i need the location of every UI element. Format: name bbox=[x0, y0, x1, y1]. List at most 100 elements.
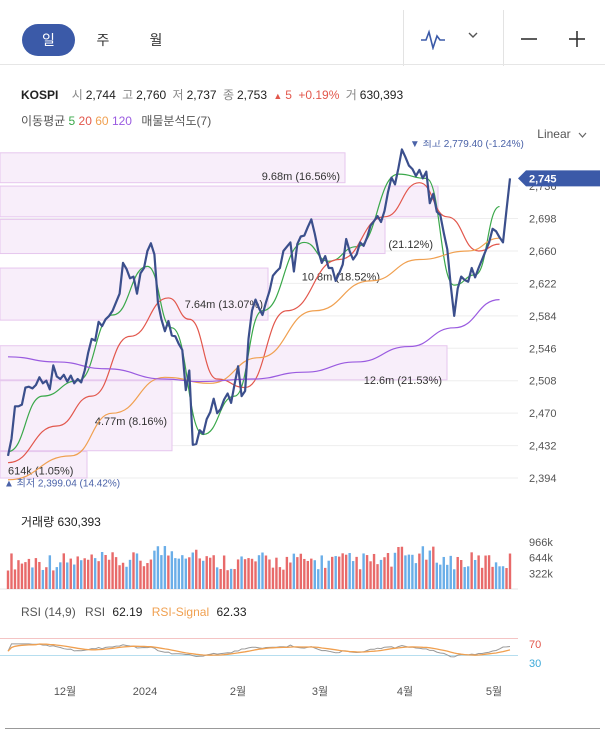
volume-bar bbox=[358, 569, 362, 589]
volume-bar bbox=[268, 559, 271, 589]
volume-bar bbox=[202, 560, 205, 589]
volume-bar bbox=[421, 546, 425, 589]
time-axis: 12월 2024 2월 3월 4월 5월 bbox=[54, 685, 502, 698]
volume-tick-label: 322k bbox=[529, 568, 553, 580]
change-value: 5 bbox=[285, 88, 292, 102]
volume-bar bbox=[38, 561, 41, 589]
timeframe-toolbar: 일 주 월 bbox=[0, 0, 605, 78]
volume-label: 거 bbox=[345, 88, 357, 102]
y-tick-label: 2,698 bbox=[529, 214, 557, 226]
volume-bar bbox=[73, 564, 76, 589]
volume-profile-bar bbox=[0, 218, 386, 255]
volume-bar bbox=[372, 553, 376, 589]
volume-bar bbox=[132, 552, 135, 589]
volume-bar bbox=[226, 570, 229, 589]
volume-bar bbox=[17, 560, 20, 589]
volume-profile-label: 4.77m (8.16%) bbox=[95, 416, 167, 428]
volume-axis: 966k 644k 322k bbox=[529, 537, 553, 580]
volume-bar bbox=[59, 562, 62, 589]
indicator-legend: 이동평균 5 20 60 120 매물분석도(7) bbox=[21, 112, 211, 129]
volume-bar bbox=[121, 562, 125, 589]
current-price-badge: 2,745 bbox=[518, 170, 600, 187]
volume-bar bbox=[498, 566, 501, 589]
change-percent: +0.19% bbox=[298, 88, 340, 102]
y-tick-label: 2,584 bbox=[529, 311, 557, 323]
volume-bar bbox=[100, 551, 104, 589]
volume-bar bbox=[83, 558, 86, 589]
volume-bar bbox=[27, 558, 31, 589]
volume-bar bbox=[153, 550, 156, 589]
volume-bar bbox=[86, 559, 90, 589]
volume-bar bbox=[379, 559, 383, 589]
volume-bar bbox=[250, 558, 254, 589]
volume-bar bbox=[362, 553, 365, 589]
current-price-bg bbox=[518, 170, 600, 187]
volume-bar bbox=[275, 557, 278, 589]
volume-bar bbox=[142, 566, 146, 589]
volume-bar bbox=[487, 555, 491, 589]
bottom-separator bbox=[5, 728, 600, 729]
plus-icon[interactable] bbox=[568, 30, 586, 48]
toolbar-divider bbox=[403, 10, 404, 66]
volume-bar bbox=[247, 558, 250, 589]
volume-bar bbox=[355, 556, 358, 589]
volume-profile-label: 12.6m (21.53%) bbox=[364, 375, 442, 387]
line-chart-icon[interactable] bbox=[420, 28, 446, 50]
scale-mode-label: Linear bbox=[537, 127, 571, 141]
volume-bar bbox=[31, 567, 34, 589]
volume-bar bbox=[348, 553, 351, 589]
volume-bar bbox=[365, 555, 369, 589]
volume-bar bbox=[306, 560, 310, 589]
price-chart[interactable]: 9.68m (16.56%)12.4m (21.12%)10.8m (18.52… bbox=[0, 140, 605, 500]
volume-bar bbox=[20, 563, 24, 589]
volume-bar bbox=[369, 561, 372, 589]
volume-bar bbox=[397, 547, 400, 589]
volume-bar bbox=[501, 566, 505, 589]
volume-tick-label: 966k bbox=[529, 537, 553, 549]
volume-bar bbox=[125, 566, 128, 589]
y-tick-label: 2,508 bbox=[529, 376, 557, 388]
volume-profile-label: 매물분석도(7) bbox=[141, 114, 212, 128]
volume-bar bbox=[264, 555, 268, 589]
volume-bar bbox=[459, 560, 463, 589]
volume-bar bbox=[215, 567, 219, 589]
minus-icon[interactable] bbox=[520, 30, 538, 48]
y-tick-label: 2,546 bbox=[529, 343, 557, 355]
scale-mode-selector[interactable]: Linear bbox=[537, 127, 587, 141]
volume-bar bbox=[292, 553, 296, 589]
volume-bar bbox=[243, 559, 247, 589]
rsi-chart[interactable]: RSI (14,9) RSI 62.19 RSI-Signal 62.33 70… bbox=[0, 598, 605, 680]
volume-bar bbox=[34, 558, 38, 589]
volume-panel-label: 거래량 630,393 bbox=[21, 515, 101, 529]
volume-bar bbox=[271, 567, 275, 589]
volume-bar bbox=[470, 552, 473, 589]
x-tick-label: 4월 bbox=[397, 685, 413, 698]
open-value: 2,744 bbox=[85, 88, 116, 102]
high-label: 고 bbox=[122, 88, 134, 102]
volume-bar bbox=[107, 559, 111, 589]
up-arrow-icon: ▲ bbox=[273, 91, 283, 101]
volume-bar bbox=[13, 569, 17, 589]
volume-bar bbox=[439, 564, 442, 589]
volume-profile-label: 7.64m (13.07%) bbox=[185, 299, 263, 311]
chevron-down-icon[interactable] bbox=[468, 31, 478, 39]
volume-bar bbox=[191, 552, 194, 589]
tab-weekly[interactable]: 주 bbox=[96, 32, 110, 48]
tab-monthly[interactable]: 월 bbox=[149, 32, 163, 48]
volume-bar bbox=[341, 553, 344, 589]
volume-bar bbox=[170, 551, 174, 589]
tab-daily[interactable]: 일 bbox=[22, 24, 75, 56]
volume-bar bbox=[55, 567, 59, 589]
index-name: KOSPI bbox=[21, 88, 59, 102]
volume-bar bbox=[135, 553, 139, 589]
volume-bar bbox=[69, 558, 72, 589]
ma-60-label: 60 bbox=[95, 114, 109, 128]
volume-bar bbox=[477, 555, 480, 589]
volume-bar bbox=[425, 559, 428, 589]
ma-120-line bbox=[7, 299, 500, 383]
volume-bar bbox=[111, 552, 114, 589]
volume-chart[interactable]: 거래량 630,393 966k 644k 322k bbox=[0, 505, 605, 595]
volume-bar bbox=[466, 566, 470, 589]
toolbar-separator bbox=[0, 64, 605, 65]
ma-label: 이동평균 bbox=[21, 114, 66, 128]
